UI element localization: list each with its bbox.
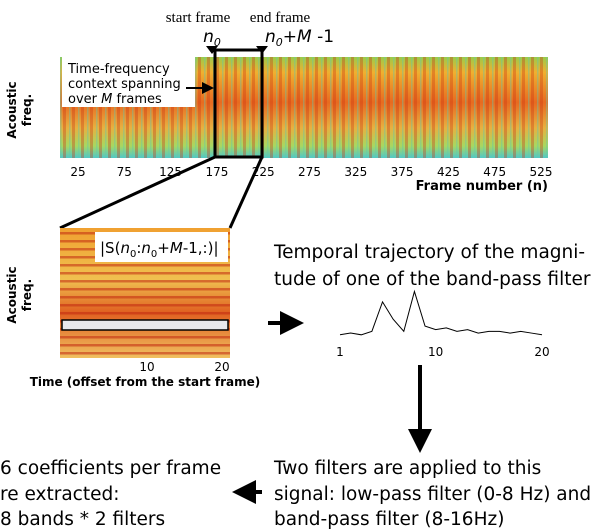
callout: context spanning: [68, 77, 181, 92]
result-text: 6 coefficients per frame: [0, 458, 221, 479]
callout: over M frames: [68, 92, 162, 107]
tick-label: 175: [205, 165, 228, 179]
y-label: Acousticfreq.: [5, 266, 34, 323]
callout: Time-frequency: [67, 62, 170, 77]
trajectory-line: [339, 289, 543, 336]
tick-label: 20: [214, 360, 229, 374]
label-box: [95, 232, 228, 262]
y-label: Acousticfreq.: [5, 81, 34, 138]
x-label: Time (offset from the start frame): [30, 375, 261, 389]
end-symbol: n0+M -1: [265, 27, 334, 49]
tick-label: 20: [534, 345, 549, 359]
result-text: re extracted:: [0, 484, 119, 505]
tick-label: 25: [70, 165, 85, 179]
filters-text: band-pass filter (8-16Hz): [274, 509, 504, 529]
tick-label: 375: [391, 165, 414, 179]
tick-label: 75: [117, 165, 132, 179]
band-highlight: [61, 319, 229, 331]
tick-label: 10: [428, 345, 443, 359]
tick-label: 525: [530, 165, 553, 179]
caption: Temporal trajectory of the magni-: [273, 242, 585, 263]
tick-label: 10: [139, 360, 154, 374]
trajectory-plot: 1 10 20: [336, 289, 550, 359]
tick-label: 275: [298, 165, 321, 179]
filters-text: signal: low-pass filter (0-8 Hz) and: [274, 484, 591, 505]
tick-labels: 25 75 125 175 225 275 325 375 425 475 525: [70, 165, 552, 179]
callout-box: [62, 57, 195, 107]
start-label: start frame: [166, 10, 231, 26]
result-text: 8 bands * 2 filters: [0, 509, 165, 529]
tick-label: 425: [437, 165, 460, 179]
filters-text: Two filters are applied to this: [273, 458, 541, 479]
context-box: [213, 48, 264, 159]
start-symbol: n0: [203, 27, 221, 49]
x-label: Frame number (n): [416, 179, 548, 194]
caption: tude of one of the band-pass filter: [274, 269, 591, 290]
tick-label: 1: [336, 345, 344, 359]
tick-label: 475: [483, 165, 506, 179]
end-label: end frame: [250, 10, 311, 26]
tick-label: 325: [344, 165, 367, 179]
zoom-line: [59, 155, 216, 230]
zoom-line: [228, 156, 264, 229]
box-label: |S(n0:n0+M-1,:)|: [100, 239, 219, 260]
